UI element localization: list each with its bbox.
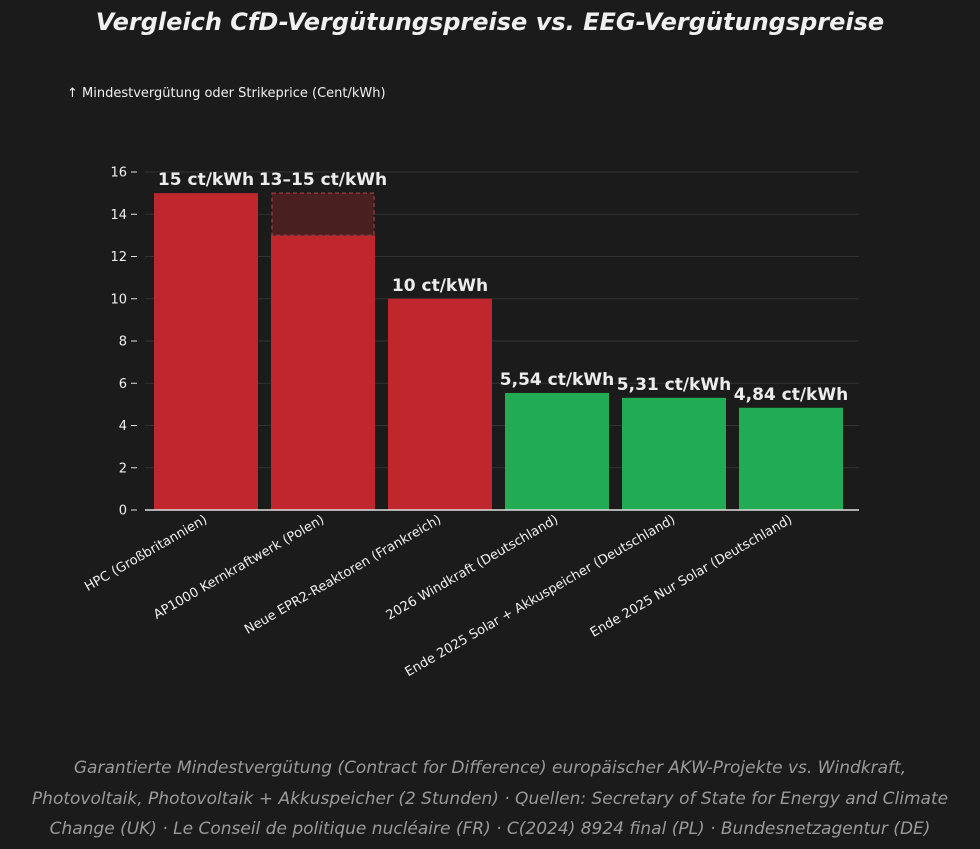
y-tick-label: 14 (110, 208, 127, 223)
y-tick-label: 16 (110, 166, 127, 181)
footnote-line: Change (UK) · Le Conseil de politique nu… (49, 819, 931, 839)
bar (271, 235, 375, 510)
range-bar (271, 192, 375, 237)
data-label: 5,54 ct/kWh (500, 370, 614, 390)
bar (154, 193, 258, 510)
footnote: Garantierte Mindestvergütung (Contract f… (0, 753, 980, 845)
y-tick-label: 6 (119, 377, 127, 392)
data-label: 10 ct/kWh (392, 276, 488, 296)
y-tick-label: 0 (119, 504, 127, 519)
bar (505, 392, 609, 510)
data-label: 5,31 ct/kWh (617, 375, 731, 395)
y-tick-label: 10 (110, 292, 127, 307)
data-label: 13–15 ct/kWh (259, 170, 387, 190)
category-label: Neue EPR2-Reaktoren (Frankreich) (242, 512, 444, 637)
category-label: Ende 2025 Nur Solar (Deutschland) (588, 512, 795, 640)
bar-layer (154, 192, 843, 510)
bar-chart: 0 2 4 6 8 10 12 14 16 15 ct/kWh HPC (Großbritannie… (82, 166, 859, 680)
footnote-line: Photovoltaik, Photovoltaik + Akkuspeiche… (31, 788, 949, 809)
data-label: 4,84 ct/kWh (734, 385, 848, 405)
y-tick-label: 12 (110, 250, 127, 265)
data-label: 15 ct/kWh (158, 170, 254, 190)
footnote-line: Garantierte Mindestvergütung (Contract f… (73, 758, 907, 778)
category-label: HPC (Großbritannien) (82, 512, 210, 594)
chart-title: Vergleich CfD-Vergütungspreise vs. EEG-V… (95, 8, 885, 36)
bar (388, 298, 492, 510)
bar (622, 397, 726, 510)
axis-layer (131, 171, 859, 511)
y-tick-label: 2 (119, 461, 127, 476)
y-tick-label: 8 (119, 335, 127, 350)
y-tick-label: 4 (119, 419, 127, 434)
bar (739, 407, 843, 510)
category-label: Ende 2025 Solar + Akkuspeicher (Deutschl… (403, 512, 678, 680)
y-axis-label: ↑ Mindestvergütung oder Strikeprice (Cen… (67, 86, 386, 101)
